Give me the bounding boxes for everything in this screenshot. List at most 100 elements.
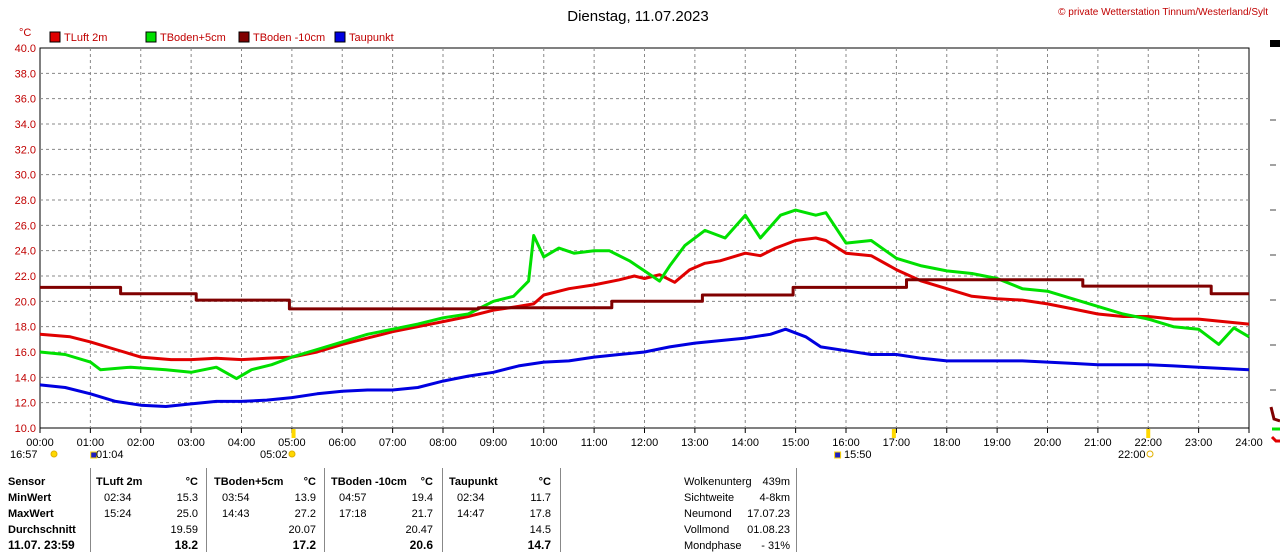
label-current-time: 11.07. 23:59 (8, 538, 75, 552)
column-unit: °C (303, 476, 316, 488)
max-value: 17.8 (529, 508, 551, 520)
column-header: TLuft 2m (96, 476, 143, 488)
legend-label: TLuft 2m (64, 32, 107, 44)
x-tick-label: 09:00 (480, 437, 508, 449)
time-marker-label: 16:57 (10, 449, 38, 461)
moon-time-marker (90, 451, 98, 459)
max-time: 14:43 (222, 508, 250, 520)
table-separator (796, 468, 797, 552)
x-tick-label: 14:00 (731, 437, 759, 449)
table-separator (560, 468, 561, 552)
table-separator (324, 468, 325, 552)
x-tick-label: 04:00 (228, 437, 256, 449)
y-axis-ticks: 10.0 12.0 14.0 16.0 18.0 20.0 22.0 24.0 26.0 28.0… (15, 43, 36, 435)
x-tick-label: 20:00 (1034, 437, 1062, 449)
temperature-chart: Dienstag, 11.07.2023 © private Wettersta… (10, 7, 1280, 461)
x-tick-label: 06:00 (328, 437, 356, 449)
current-value: 20.6 (409, 538, 433, 552)
min-time: 02:34 (104, 492, 132, 504)
copyright-notice: © private Wetterstation Tinnum/Westerlan… (1058, 7, 1268, 18)
series-line-4 (39, 327, 1250, 408)
x-tick-label: 18:00 (933, 437, 961, 449)
y-tick-label: 14.0 (15, 372, 36, 384)
avg-value: 20.07 (288, 524, 316, 536)
plot-area (39, 47, 1250, 429)
y-tick-label: 24.0 (15, 246, 36, 258)
sun-icon (1146, 450, 1154, 458)
x-tick-label: 00:00 (26, 437, 54, 449)
x-tick-label: 05:00 (278, 437, 306, 449)
max-time: 15:24 (104, 508, 132, 520)
x-tick-label: 08:00 (429, 437, 457, 449)
current-value: 14.7 (527, 538, 551, 552)
max-value: 21.7 (411, 508, 433, 520)
max-value: 27.2 (294, 508, 316, 520)
min-value: 19.4 (411, 492, 433, 504)
legend-swatch (145, 31, 157, 43)
legend-swatch (49, 31, 61, 43)
y-tick-label: 28.0 (15, 195, 36, 207)
y-tick-label: 18.0 (15, 322, 36, 334)
x-tick-label: 19:00 (983, 437, 1011, 449)
legend-swatch (334, 31, 346, 43)
chart-title: Dienstag, 11.07.2023 (567, 8, 709, 25)
time-marker-label: 22:00 (1118, 449, 1146, 461)
x-tick-label: 21:00 (1084, 437, 1112, 449)
column-unit: °C (185, 476, 198, 488)
legend-label: Taupunkt (349, 32, 394, 44)
max-time: 17:18 (339, 508, 367, 520)
info-label-full-moon: Vollmond (684, 524, 730, 536)
current-value: 17.2 (292, 538, 316, 552)
edge-indicator-series-1 (1270, 435, 1280, 443)
x-tick-label: 07:00 (379, 437, 407, 449)
x-tick-label: 13:00 (681, 437, 709, 449)
info-label-moon-phase: Mondphase (684, 540, 742, 552)
x-tick-label: 03:00 (177, 437, 205, 449)
info-label-visibility: Sichtweite (684, 492, 735, 504)
right-edge-indicators (1269, 40, 1280, 443)
x-tick-label: 02:00 (127, 437, 155, 449)
table-separator (206, 468, 207, 552)
min-time: 02:34 (457, 492, 485, 504)
time-marker-label: 15:50 (844, 449, 872, 461)
info-value-full-moon: 01.08.23 (747, 524, 790, 536)
y-axis-unit-label: °C (19, 27, 31, 39)
time-marker-label: 01:04 (96, 449, 124, 461)
y-tick-label: 20.0 (15, 296, 36, 308)
current-value: 18.2 (174, 538, 198, 552)
y-tick-label: 36.0 (15, 94, 36, 106)
avg-value: 20.47 (405, 524, 433, 536)
label-min: MinWert (8, 492, 52, 504)
y-tick-label: 38.0 (15, 68, 36, 80)
edge-bar (1270, 40, 1280, 47)
legend-label: TBoden -10cm (253, 32, 325, 44)
y-tick-label: 12.0 (15, 398, 36, 410)
x-tick-label: 11:00 (581, 437, 608, 449)
info-label-new-moon: Neumond (684, 508, 732, 520)
x-tick-label: 15:00 (782, 437, 810, 449)
x-tick-label: 17:00 (883, 437, 911, 449)
info-value-visibility: 4-8km (759, 492, 790, 504)
astro-markers: 16:57 01:04 05:02 15:50 22:00 (10, 429, 1154, 461)
column-header: TBoden -10cm (331, 476, 407, 488)
info-value-cloud-base: 439m (762, 476, 790, 488)
y-tick-label: 30.0 (15, 170, 36, 182)
legend-label: TBoden+5cm (160, 32, 226, 44)
y-tick-label: 34.0 (15, 119, 36, 131)
column-unit: °C (420, 476, 433, 488)
info-value-new-moon: 17.07.23 (747, 508, 790, 520)
min-time: 03:54 (222, 492, 250, 504)
x-tick-label: 01:00 (77, 437, 105, 449)
min-value: 15.3 (176, 492, 198, 504)
moon-time-marker (834, 451, 842, 459)
legend-swatch (238, 31, 250, 43)
max-time: 14:47 (457, 508, 485, 520)
sun-time-marker (1146, 429, 1151, 438)
y-tick-label: 16.0 (15, 347, 36, 359)
y-tick-label: 22.0 (15, 271, 36, 283)
series-line-3 (40, 278, 1249, 311)
column-header: TBoden+5cm (214, 476, 284, 488)
edge-indicator-series-3 (1269, 406, 1280, 423)
sun-icon (288, 450, 296, 458)
x-tick-label: 24:00 (1235, 437, 1263, 449)
